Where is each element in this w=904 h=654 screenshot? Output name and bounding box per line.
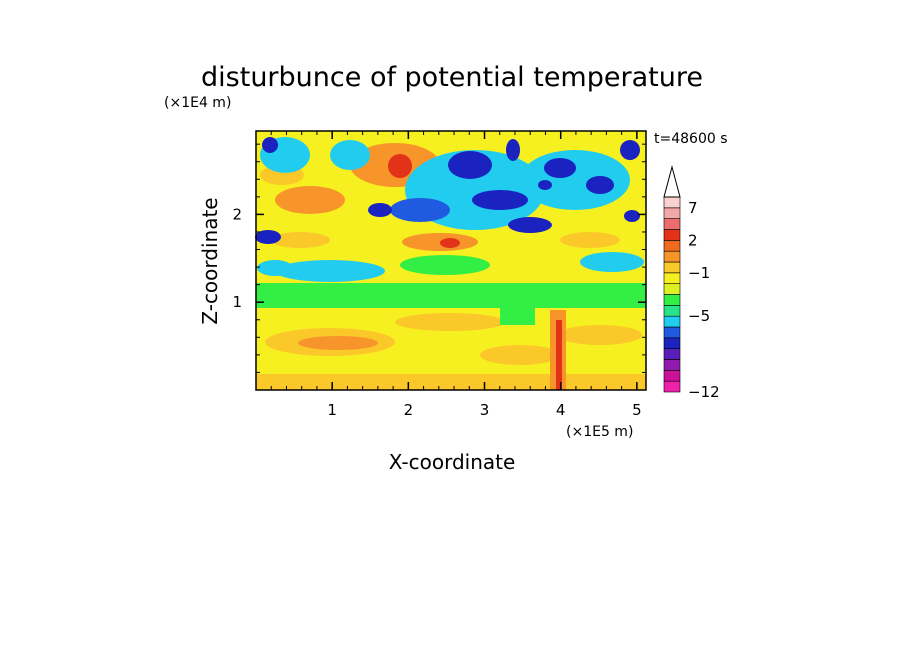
contour-red (440, 238, 460, 248)
contour-blue (624, 210, 640, 222)
colorbar-swatch (663, 315, 681, 328)
colorbar-swatch (663, 240, 681, 252)
contour-orange (270, 232, 330, 248)
x-unit-label: (×1E5 m) (566, 424, 633, 440)
x-tick-label: 2 (404, 401, 414, 419)
contour-blue (390, 198, 450, 222)
chart-title: disturbunce of potential temperature (201, 62, 703, 93)
y-axis-label: Z-coordinate (198, 197, 222, 324)
contour-blue (586, 176, 614, 194)
contour-cyan (275, 260, 385, 282)
y-unit-label: (×1E4 m) (164, 95, 231, 111)
contour-near-ground (256, 374, 646, 390)
contour-orange (275, 186, 345, 214)
colorbar-swatch (663, 229, 681, 241)
contour-orange (402, 233, 478, 251)
y-tick-label: 2 (232, 205, 242, 223)
x-tick-label: 1 (327, 401, 337, 419)
contour-blue (368, 203, 392, 217)
axes: 1 2 3 4 5 1 2 (232, 131, 646, 419)
plot-frame (255, 130, 647, 391)
colorbar-swatch (663, 348, 681, 360)
colorbar: −12−5−127 (663, 165, 720, 401)
time-label: t=48600 s (654, 131, 728, 147)
colorbar-label: −1 (688, 264, 710, 282)
colorbar-extend-arrow (663, 165, 681, 198)
colorbar-swatch (663, 370, 681, 382)
colorbar-swatch (663, 326, 681, 339)
colorbar-swatch (663, 359, 681, 371)
colorbar-swatch (663, 305, 681, 317)
colorbar-label: −5 (688, 307, 710, 325)
contour-green (400, 255, 490, 275)
colorbar-swatch (663, 250, 681, 263)
x-axis-label: X-coordinate (389, 450, 516, 474)
x-tick-label: 5 (632, 401, 642, 419)
colorbar-label: −12 (688, 383, 720, 401)
contour-lower-orange (558, 325, 642, 345)
contour-red (388, 154, 412, 178)
x-tick-label: 4 (556, 401, 566, 419)
contour-blue (448, 151, 492, 179)
colorbar-swatch (663, 196, 681, 209)
colorbar-swatch (663, 272, 681, 284)
colorbar-swatch (663, 380, 681, 393)
colorbar-swatch (663, 294, 681, 306)
plot-area (255, 130, 647, 391)
x-tick-label: 3 (480, 401, 490, 419)
colorbar-label: 2 (688, 231, 698, 249)
colorbar-swatch (663, 283, 681, 295)
contour-blue (506, 139, 520, 161)
contour-cyan (257, 260, 293, 276)
colorbar-label: 7 (688, 199, 698, 217)
colorbar-swatch (663, 218, 681, 230)
contour-orange (560, 232, 620, 248)
contour-plume-core (556, 320, 562, 390)
contour-blue (472, 190, 528, 210)
colorbar-swatch (663, 261, 681, 274)
contour-blue (508, 217, 552, 233)
contour-blue (262, 137, 278, 153)
contour-cyan (520, 150, 630, 210)
colorbar-swatch (663, 337, 681, 349)
contour-lower-orange (298, 336, 378, 350)
contour-blue (620, 140, 640, 160)
colorbar-swatch (663, 207, 681, 219)
y-tick-label: 1 (232, 293, 242, 311)
contour-blue (538, 180, 552, 190)
contour-lower-orange (395, 313, 505, 331)
contour-blue (544, 158, 576, 178)
contour-cyan (330, 140, 370, 170)
contour-blue (255, 230, 281, 244)
contour-cyan (580, 252, 644, 272)
contour-mid-green (256, 283, 646, 308)
contour-lower-orange (480, 345, 560, 365)
